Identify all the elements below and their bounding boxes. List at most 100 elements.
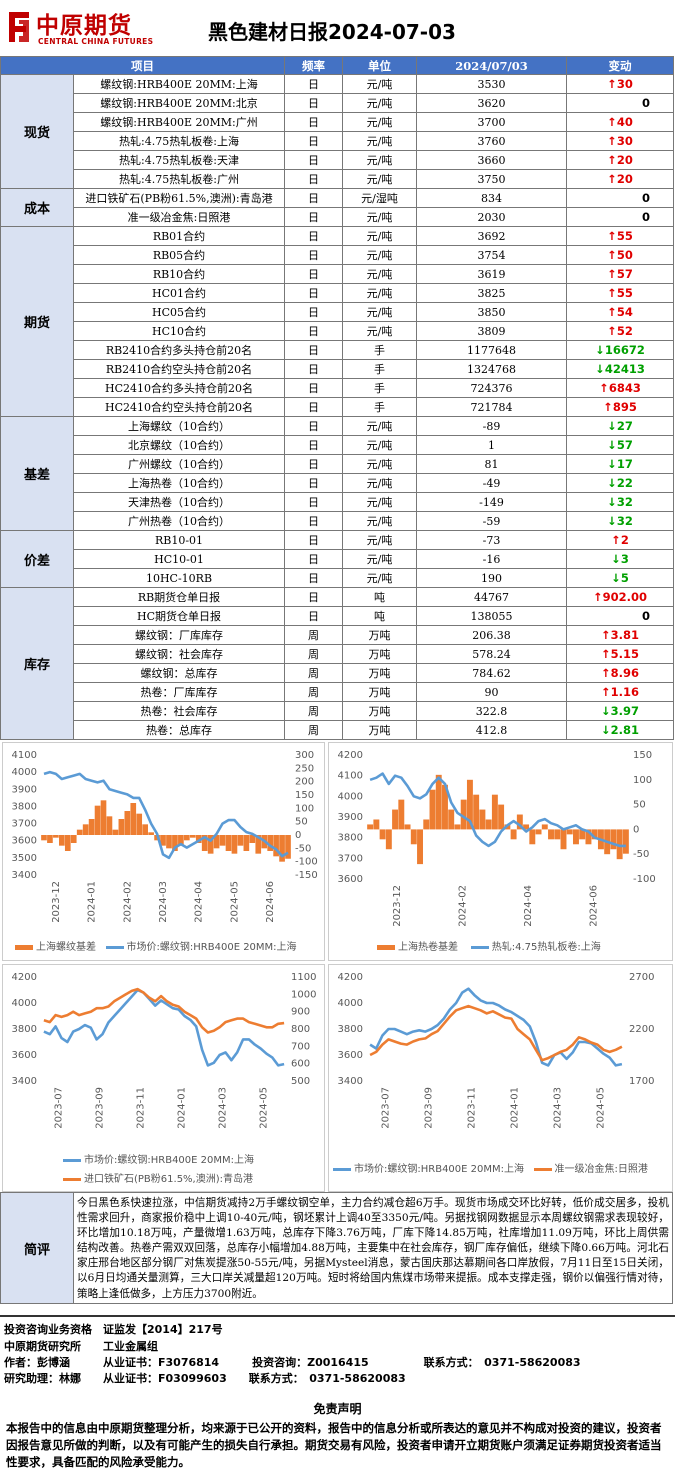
unit-cell: 吨 — [342, 587, 417, 607]
value-cell: -73 — [416, 530, 567, 550]
basis-bar — [76, 829, 83, 835]
basis-bar — [367, 824, 374, 830]
assistant-line: 研究助理：林娜 从业证书：F03099603 联系方式： 0371-586200… — [4, 1372, 406, 1385]
commentary-text: 今日黑色系快速拉涨，中信期货减持2万手螺纹钢空单，主力合约减仓超6万手。现货市场… — [77, 1197, 669, 1300]
table-row: 库存 RB期货仓单日报日吨 44767 ↑902.00 — [0, 587, 674, 740]
qualification-line: 投资咨询业务资格 证监发【2014】217号 — [4, 1323, 223, 1336]
right-tick-label: 100 — [633, 775, 652, 786]
right-tick-label: 50 — [295, 817, 308, 828]
item-name-cell: 10HC-10RB — [73, 568, 285, 588]
basis-bar — [398, 799, 405, 830]
item-name-cell: RB01合约 — [73, 226, 285, 246]
basis-bar — [448, 809, 455, 830]
basis-bar — [410, 829, 417, 845]
table-row: 10HC-10RB 日元/吨 190 ↓5 — [1, 568, 674, 588]
arrow-up-icon: ↑ — [592, 590, 603, 604]
right-tick-label: 500 — [291, 1076, 310, 1087]
right-tick-label: 600 — [291, 1059, 310, 1070]
frequency-cell: 周 — [284, 720, 343, 740]
unit-cell: 元/吨 — [342, 93, 417, 113]
basis-bar — [385, 829, 392, 850]
right-tick-label: 2200 — [629, 1024, 654, 1035]
change-value: 895 — [612, 400, 637, 414]
basis-bar — [160, 835, 166, 846]
arrow-down-icon: ↓ — [607, 457, 617, 471]
basis-bar — [548, 829, 554, 840]
x-tick-label: 2023-11 — [136, 1087, 147, 1129]
right-tick-label: -150 — [295, 870, 318, 881]
x-tick-label: 2023-11 — [467, 1087, 478, 1129]
basis-bar — [541, 824, 548, 830]
arrow-up-icon: ↑ — [607, 324, 617, 338]
left-tick-label: 3600 — [12, 836, 37, 847]
frequency-cell: 周 — [284, 663, 343, 683]
left-tick-label: 4100 — [338, 771, 363, 782]
frequency-cell: 日 — [284, 245, 343, 265]
col-header-unit: 单位 — [342, 56, 417, 75]
value-cell: 1177648 — [416, 340, 567, 360]
value-cell: 3750 — [416, 169, 567, 189]
basis-bar — [142, 824, 148, 835]
chart-hrc-basis: 4200 4100 4000 3900 3800 3700 3600 150 100 50 0 -50… — [328, 742, 673, 961]
change-value: 2 — [620, 533, 629, 547]
change-cell: ↑3.81 — [566, 625, 674, 645]
report-header: 中原期货 CENTRAL CHINA FUTURES 黑色建材日报2024-07… — [0, 0, 675, 56]
right-tick-label: -100 — [633, 874, 656, 885]
table-row: RB2410合约多头持仓前20名日手 1177648 ↓16672 — [1, 340, 674, 360]
chart-rebar-vs-iron-ore-plot: 4200 4000 3800 3600 3400 1100 1000 900 800 700 600… — [12, 972, 317, 1129]
value-cell: 412.8 — [416, 720, 567, 740]
item-name-cell: 天津热卷（10合约） — [73, 492, 285, 512]
basis-bar — [466, 779, 473, 830]
arrow-up-icon: ↑ — [607, 153, 617, 167]
unit-cell: 元/吨 — [342, 511, 417, 531]
change-cell: ↓3.97 — [566, 701, 674, 721]
basis-bar — [130, 803, 137, 835]
right-tick-label: 200 — [295, 777, 314, 788]
arrow-up-icon: ↑ — [607, 134, 617, 148]
unit-cell: 元/吨 — [342, 454, 417, 474]
change-value: 16672 — [604, 343, 645, 357]
item-name-cell: 准一级冶金焦:日照港 — [73, 207, 285, 227]
x-tick-label: 2023-09 — [424, 1087, 435, 1129]
value-cell: 206.38 — [416, 625, 567, 645]
legend-bar-swatch — [377, 944, 395, 950]
change-value: 55 — [616, 229, 633, 243]
basis-bar — [417, 829, 423, 865]
logo-english-name: CENTRAL CHINA FUTURES — [38, 37, 154, 46]
table-row: RB10合约日元/吨 3619 ↑57 — [1, 264, 674, 284]
divider — [0, 1315, 675, 1317]
x-tick-label: 2024-05 — [596, 1087, 607, 1129]
arrow-up-icon: ↑ — [607, 286, 617, 300]
value-cell: -149 — [416, 492, 567, 512]
right-tick-label: 250 — [295, 763, 314, 774]
change-cell: ↑20 — [566, 150, 674, 170]
chart-rebar-basis-legend: 上海螺纹基差 市场价:螺纹钢:HRB400E 20MM:上海 — [15, 938, 297, 953]
value-cell: -16 — [416, 549, 567, 569]
arrow-down-icon: ↓ — [607, 514, 617, 528]
item-name-cell: 广州热卷（10合约） — [73, 511, 285, 531]
table-header-row: 项目 频率 单位 2024/07/03 变动 — [0, 56, 674, 75]
unit-cell: 元/吨 — [342, 473, 417, 493]
frequency-cell: 日 — [284, 93, 343, 113]
right-tick-label: 150 — [633, 750, 652, 761]
unit-cell: 万吨 — [342, 644, 417, 664]
table-row: 基差 上海螺纹（10合约）日元/吨 -89 ↓27 — [0, 416, 674, 531]
col-header-freq: 频率 — [284, 56, 343, 75]
charts-area: 4100 4000 3900 3800 3700 3600 3500 3400 300 250 20… — [0, 742, 675, 1192]
category-cell: 期货 — [0, 226, 74, 417]
left-tick-label: 4200 — [338, 750, 363, 761]
frequency-cell: 日 — [284, 435, 343, 455]
basis-bar — [207, 835, 214, 854]
frequency-cell: 周 — [284, 625, 343, 645]
left-tick-label: 3800 — [12, 801, 37, 812]
value-cell: 724376 — [416, 378, 567, 398]
frequency-cell: 日 — [284, 492, 343, 512]
item-name-cell: RB期货仓单日报 — [73, 587, 285, 607]
change-value: 8.96 — [610, 666, 639, 680]
change-cell: ↑6843 — [566, 378, 674, 398]
change-value: 32 — [616, 495, 633, 509]
arrow-up-icon: ↑ — [611, 533, 621, 547]
left-tick-label: 4200 — [338, 972, 363, 983]
item-name-cell: 热轧:4.75热轧板卷:上海 — [73, 131, 285, 151]
x-tick-label: 2024-04 — [194, 881, 205, 923]
